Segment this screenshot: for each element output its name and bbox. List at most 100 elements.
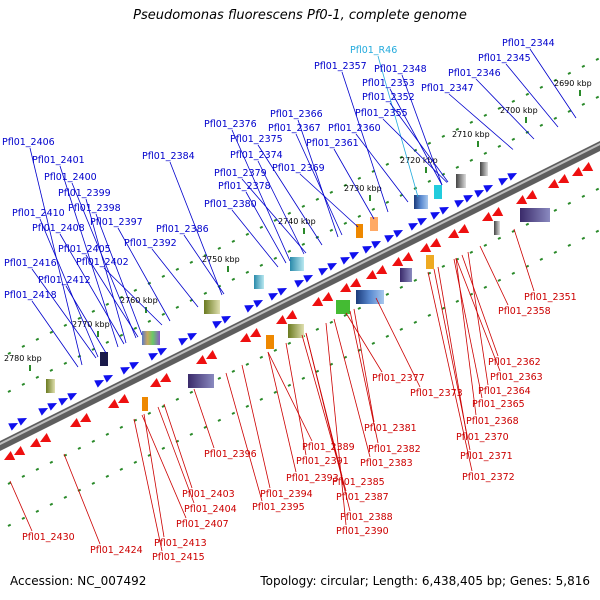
reverse-label-leader bbox=[241, 364, 271, 489]
reverse-gene-arrow bbox=[402, 252, 414, 262]
reverse-gene-arrow bbox=[420, 243, 432, 253]
reverse-label-leader bbox=[63, 453, 101, 545]
forward-gene-label: Pfl01_2418 bbox=[4, 290, 57, 301]
forward-label-leader bbox=[231, 129, 291, 262]
ring-dot bbox=[441, 306, 446, 310]
ring-dot bbox=[21, 382, 26, 386]
reverse-gene-arrow bbox=[206, 350, 218, 360]
scale-tick-label: 2690 kbp bbox=[554, 79, 592, 88]
reverse-label-leader bbox=[143, 413, 165, 538]
genome-backbone-highlight bbox=[0, 142, 600, 446]
reverse-gene-arrow bbox=[4, 451, 16, 461]
ring-dot bbox=[399, 155, 404, 159]
reverse-gene-box bbox=[356, 290, 384, 304]
forward-label-leader bbox=[448, 93, 514, 150]
genome-summary-text: Topology: circular; Length: 6,438,405 bp… bbox=[260, 574, 590, 588]
ring-dot bbox=[413, 320, 418, 324]
reverse-gene-arrow bbox=[250, 328, 262, 338]
forward-gene-arrow bbox=[212, 320, 223, 329]
forward-gene-label: Pfl01_2380 bbox=[204, 199, 257, 210]
forward-gene-label: Pfl01_2366 bbox=[270, 109, 323, 120]
ring-dot bbox=[189, 260, 194, 264]
reverse-label-leader bbox=[455, 257, 477, 416]
reverse-gene-arrow bbox=[392, 257, 404, 267]
forward-gene-box bbox=[414, 195, 428, 209]
scale-tick bbox=[145, 307, 147, 313]
forward-gene-box bbox=[480, 162, 488, 176]
forward-label-leader bbox=[389, 88, 443, 186]
ring-dot bbox=[119, 467, 124, 471]
ring-dot bbox=[371, 207, 376, 211]
ring-dot bbox=[35, 337, 40, 341]
ring-dot bbox=[161, 446, 166, 450]
forward-gene-box bbox=[254, 275, 264, 289]
reverse-gene-arrow bbox=[430, 238, 442, 248]
ring-dot bbox=[441, 264, 446, 268]
ring-dot bbox=[245, 404, 250, 408]
reverse-gene-label: Pfl01_2381 bbox=[364, 423, 417, 434]
forward-label-leader bbox=[241, 178, 307, 254]
reverse-gene-arrow bbox=[196, 355, 208, 365]
forward-gene-label: Pfl01_2386 bbox=[156, 224, 209, 235]
forward-gene-label: Pfl01_2416 bbox=[4, 258, 57, 269]
reverse-gene-arrow bbox=[582, 162, 594, 172]
reverse-label-leader bbox=[437, 266, 467, 432]
ring-dot bbox=[343, 313, 348, 317]
forward-gene-label: Pfl01_2374 bbox=[230, 150, 283, 161]
forward-gene-box bbox=[356, 224, 363, 238]
forward-gene-arrow bbox=[439, 206, 450, 215]
ring-dot bbox=[595, 57, 600, 61]
forward-gene-label: Pfl01_2344 bbox=[502, 38, 555, 49]
genome-backbone bbox=[0, 140, 600, 452]
forward-gene-box bbox=[456, 174, 466, 188]
reverse-gene-arrow bbox=[150, 378, 162, 388]
forward-gene-label: Pfl01_2361 bbox=[306, 138, 359, 149]
reverse-gene-arrow bbox=[376, 265, 388, 275]
forward-gene-label: Pfl01_2397 bbox=[90, 217, 143, 228]
outer-reverse-ring bbox=[7, 229, 600, 527]
reverse-label-leader bbox=[157, 406, 195, 504]
forward-gene-label: Pfl01_2408 bbox=[32, 223, 85, 234]
reverse-gene-label: Pfl01_2395 bbox=[252, 502, 305, 513]
ring-dot bbox=[273, 218, 278, 222]
ring-dot bbox=[553, 208, 558, 212]
ring-dot bbox=[427, 141, 432, 145]
forward-label-leader bbox=[231, 209, 279, 268]
forward-gene-label: Pfl01_2348 bbox=[374, 64, 427, 75]
forward-label-leader bbox=[31, 268, 97, 359]
forward-gene-label: Pfl01_2378 bbox=[218, 181, 271, 192]
ring-dot bbox=[119, 295, 124, 299]
forward-label-leader bbox=[505, 63, 559, 128]
ring-dot bbox=[49, 502, 54, 506]
forward-label-leader bbox=[59, 233, 125, 345]
ring-dot bbox=[203, 425, 208, 429]
forward-gene-arrow bbox=[384, 234, 395, 243]
forward-label-leader bbox=[295, 133, 343, 236]
reverse-gene-box bbox=[266, 335, 274, 349]
forward-gene-label: Pfl01_2347 bbox=[421, 83, 474, 94]
forward-gene-label: Pfl01_2375 bbox=[230, 134, 283, 145]
forward-gene-arrow bbox=[483, 184, 494, 193]
ring-dot bbox=[105, 340, 110, 344]
reverse-gene-arrow bbox=[80, 413, 92, 423]
reverse-label-leader bbox=[333, 318, 371, 458]
reverse-label-leader bbox=[325, 322, 347, 526]
ring-dot bbox=[217, 418, 222, 422]
forward-label-leader bbox=[95, 213, 143, 336]
ring-dot bbox=[287, 341, 292, 345]
ring-dot bbox=[553, 250, 558, 254]
forward-gene-arrow bbox=[67, 392, 78, 401]
reverse-gene-label: Pfl01_2377 bbox=[372, 373, 425, 384]
forward-gene-arrow bbox=[498, 177, 509, 186]
forward-gene-arrow bbox=[157, 347, 168, 356]
forward-label-leader bbox=[65, 285, 107, 354]
reverse-gene-arrow bbox=[14, 446, 26, 456]
forward-gene-arrow bbox=[463, 194, 474, 203]
reverse-gene-arrow bbox=[350, 278, 362, 288]
ring-dot bbox=[189, 390, 194, 394]
reverse-gene-label: Pfl01_2372 bbox=[462, 472, 515, 483]
ring-dot bbox=[469, 120, 474, 124]
ring-dot bbox=[49, 368, 54, 372]
reverse-gene-arrow bbox=[448, 229, 460, 239]
